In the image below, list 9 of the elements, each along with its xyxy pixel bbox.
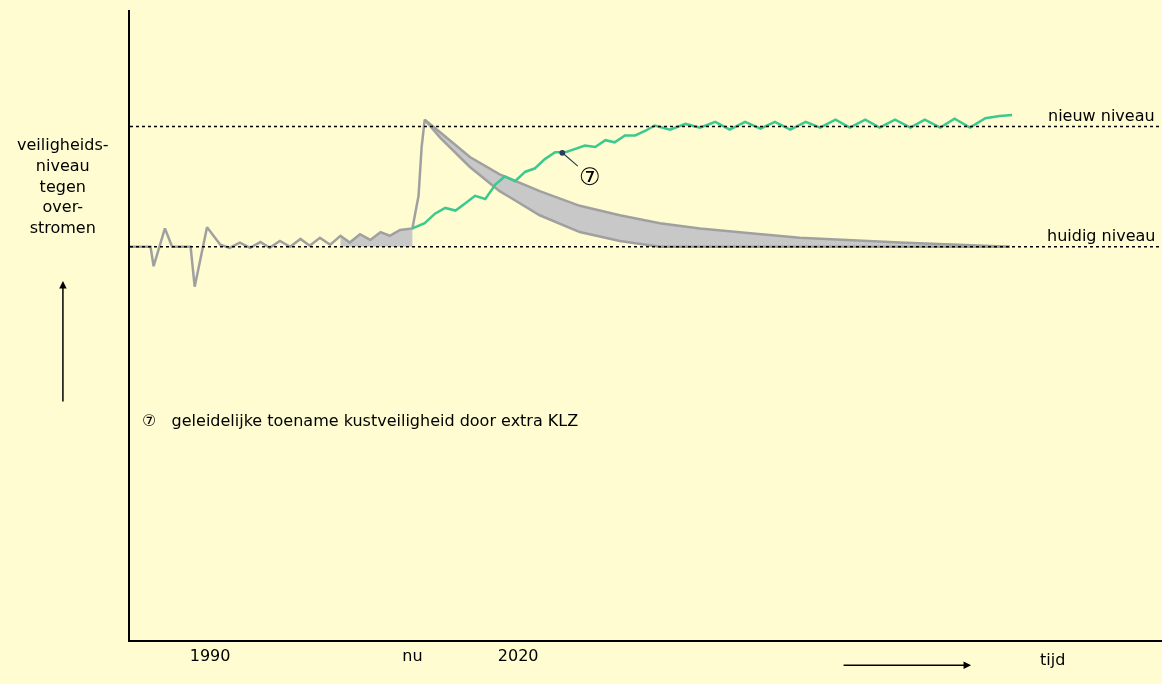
- x-tick-label: 2020: [497, 646, 539, 666]
- x-tick-label: 1990: [189, 646, 231, 666]
- y-axis-title: veiligheids- niveau tegen over- stromen: [17, 135, 109, 238]
- ref-line-label: nieuw niveau: [1048, 106, 1155, 125]
- x-axis-title: tijd: [1040, 650, 1066, 669]
- annotation: ⑦: [579, 163, 601, 191]
- ref-line-label: huidig niveau: [1047, 226, 1156, 245]
- x-tick-label: nu: [402, 646, 423, 666]
- annotation: ⑦ geleidelijke toename kustveiligheid door extra KLZ: [142, 411, 579, 430]
